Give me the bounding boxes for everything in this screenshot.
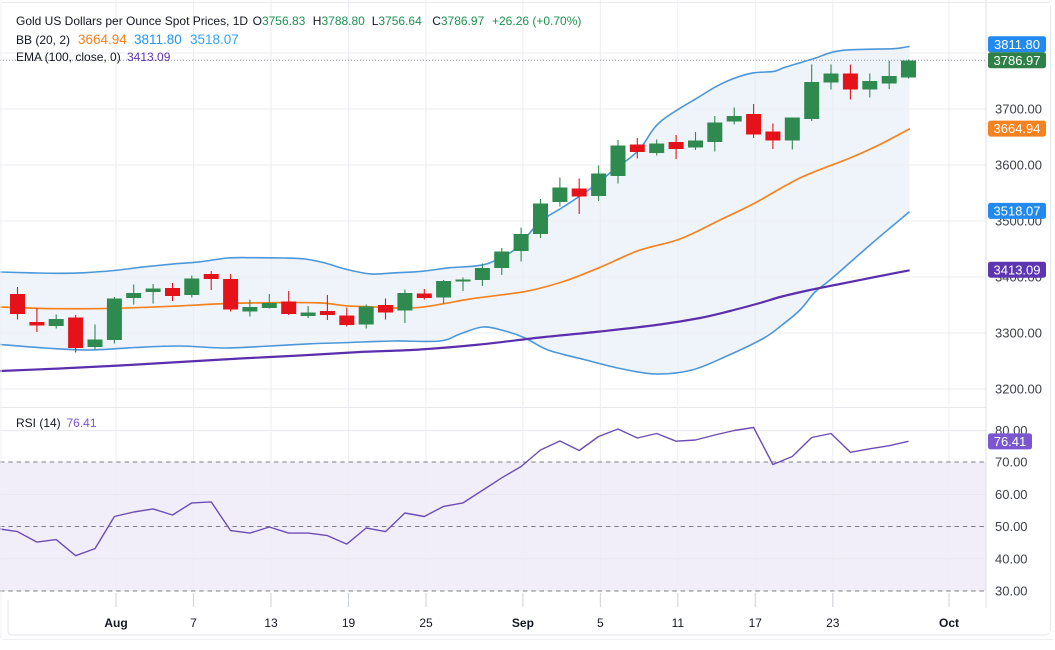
- svg-text:40.00: 40.00: [995, 551, 1028, 566]
- svg-text:C3786.97: C3786.97: [432, 14, 484, 28]
- svg-text:H3788.80: H3788.80: [313, 14, 365, 28]
- svg-text:3664.94: 3664.94: [78, 32, 127, 47]
- svg-text:50.00: 50.00: [995, 519, 1028, 534]
- svg-text:11: 11: [672, 616, 685, 630]
- svg-text:+26.26 (+0.70%): +26.26 (+0.70%): [492, 14, 581, 28]
- svg-text:5: 5: [597, 616, 604, 630]
- svg-text:3413.09: 3413.09: [994, 262, 1041, 277]
- svg-text:Gold US Dollars per Ounce Spot: Gold US Dollars per Ounce Spot Prices, 1…: [16, 14, 248, 28]
- svg-text:13: 13: [264, 616, 278, 630]
- svg-text:3811.80: 3811.80: [994, 37, 1040, 52]
- svg-text:3600.00: 3600.00: [995, 158, 1042, 173]
- svg-text:3300.00: 3300.00: [995, 326, 1042, 341]
- svg-text:76.41: 76.41: [67, 416, 97, 430]
- svg-text:23: 23: [826, 616, 840, 630]
- svg-text:25: 25: [419, 616, 433, 630]
- svg-text:Oct: Oct: [939, 616, 959, 630]
- svg-text:76.41: 76.41: [994, 434, 1027, 449]
- svg-text:3200.00: 3200.00: [995, 382, 1042, 397]
- svg-text:3413.09: 3413.09: [127, 50, 171, 64]
- svg-text:3664.94: 3664.94: [994, 121, 1041, 136]
- svg-text:3518.07: 3518.07: [994, 204, 1041, 219]
- svg-text:Sep: Sep: [512, 616, 534, 630]
- svg-text:7: 7: [190, 616, 197, 630]
- svg-text:60.00: 60.00: [995, 487, 1028, 502]
- svg-text:O3756.83: O3756.83: [253, 14, 306, 28]
- svg-text:EMA (100, close, 0): EMA (100, close, 0): [16, 50, 121, 64]
- svg-text:30.00: 30.00: [995, 584, 1028, 599]
- svg-text:L3756.64: L3756.64: [372, 14, 422, 28]
- svg-text:3786.97: 3786.97: [994, 53, 1041, 68]
- svg-text:BB (20, 2): BB (20, 2): [16, 33, 70, 47]
- svg-text:3700.00: 3700.00: [995, 102, 1042, 117]
- svg-text:3518.07: 3518.07: [190, 32, 239, 47]
- svg-text:Aug: Aug: [104, 616, 127, 630]
- svg-text:70.00: 70.00: [995, 455, 1028, 470]
- svg-text:RSI (14): RSI (14): [16, 416, 61, 430]
- svg-text:3811.80: 3811.80: [134, 32, 182, 47]
- svg-text:17: 17: [749, 616, 763, 630]
- svg-text:19: 19: [342, 616, 356, 630]
